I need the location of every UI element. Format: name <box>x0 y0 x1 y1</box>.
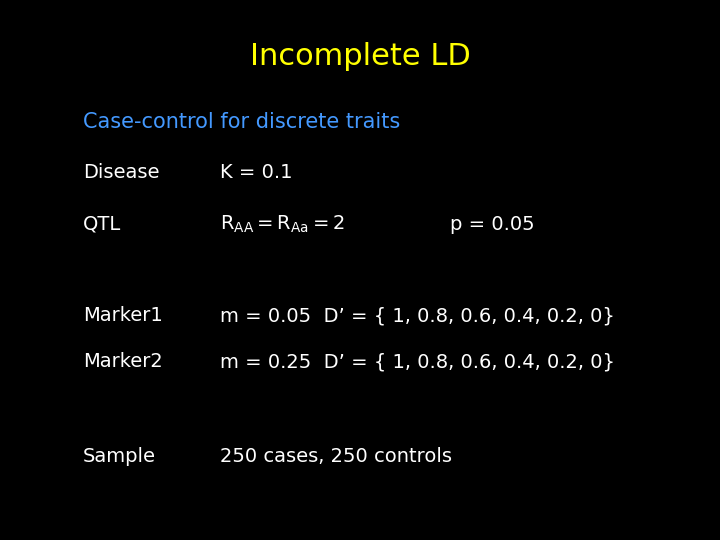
Text: Incomplete LD: Incomplete LD <box>250 42 470 71</box>
Text: 250 cases, 250 controls: 250 cases, 250 controls <box>220 447 451 466</box>
Text: Case-control for discrete traits: Case-control for discrete traits <box>83 111 400 132</box>
Text: m = 0.05  D’ = { 1, 0.8, 0.6, 0.4, 0.2, 0}: m = 0.05 D’ = { 1, 0.8, 0.6, 0.4, 0.2, 0… <box>220 306 614 326</box>
Text: p = 0.05: p = 0.05 <box>450 214 535 234</box>
Text: Marker1: Marker1 <box>83 306 163 326</box>
Text: Marker2: Marker2 <box>83 352 163 372</box>
Text: QTL: QTL <box>83 214 121 234</box>
Text: Disease: Disease <box>83 163 159 183</box>
Text: Sample: Sample <box>83 447 156 466</box>
Text: m = 0.25  D’ = { 1, 0.8, 0.6, 0.4, 0.2, 0}: m = 0.25 D’ = { 1, 0.8, 0.6, 0.4, 0.2, 0… <box>220 352 615 372</box>
Text: K = 0.1: K = 0.1 <box>220 163 292 183</box>
Text: $\mathregular{R_{AA} = R_{Aa} = 2}$: $\mathregular{R_{AA} = R_{Aa} = 2}$ <box>220 213 345 235</box>
